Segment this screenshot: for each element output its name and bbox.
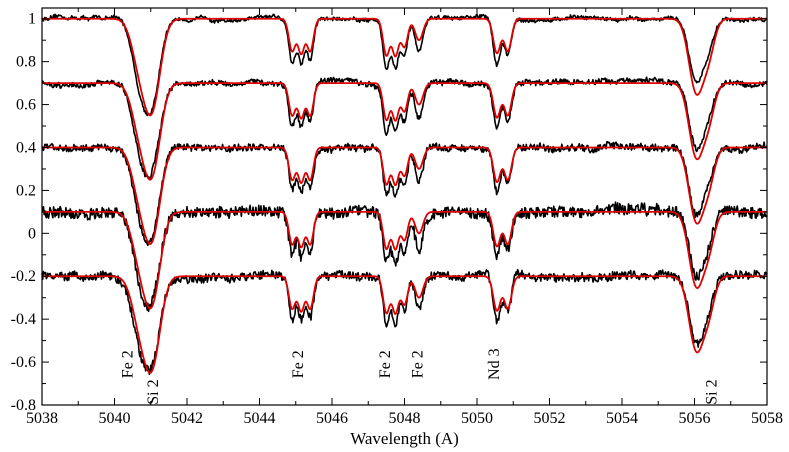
model-spectrum-5 bbox=[41, 275, 768, 374]
y-tick-label: 0.2 bbox=[16, 182, 36, 199]
observed-spectrum-4 bbox=[41, 201, 768, 313]
line-label: Fe 2 bbox=[290, 350, 307, 378]
annotation-layer: Fe 2 Si 2 Fe 2 Fe 2 Fe 2 Nd 3 Si 2 bbox=[120, 348, 721, 404]
x-tick-label: 5058 bbox=[751, 410, 783, 427]
x-tick-label: 5046 bbox=[316, 410, 348, 427]
y-axis: -0.8 -0.6 -0.4 -0.2 0 0.2 0.4 0.6 0.8 1 bbox=[11, 11, 767, 414]
model-spectrum-3 bbox=[41, 146, 768, 245]
y-tick-label: 0.8 bbox=[16, 54, 36, 71]
line-label: Si 2 bbox=[145, 379, 162, 404]
series-layer bbox=[41, 13, 768, 376]
model-spectrum-2 bbox=[41, 82, 768, 181]
y-tick-label: 0.4 bbox=[16, 139, 36, 156]
y-tick-label: 0 bbox=[28, 225, 36, 242]
y-tick-label: 0.6 bbox=[16, 97, 36, 114]
x-tick-label: 5044 bbox=[244, 410, 276, 427]
y-tick-label: -0.4 bbox=[11, 311, 36, 328]
line-label: Fe 2 bbox=[377, 350, 394, 378]
x-axis-title: Wavelength (A) bbox=[350, 429, 459, 448]
x-tick-label: 5056 bbox=[679, 410, 711, 427]
x-tick-label: 5040 bbox=[99, 410, 131, 427]
y-tick-label: -0.2 bbox=[11, 268, 36, 285]
x-tick-label: 5054 bbox=[606, 410, 638, 427]
x-axis: 5038 5040 5042 5044 5046 5048 5050 5052 5054 5056… bbox=[26, 8, 783, 427]
x-tick-label: 5042 bbox=[171, 410, 203, 427]
y-tick-label: -0.6 bbox=[11, 354, 36, 371]
model-spectrum-4 bbox=[41, 210, 768, 310]
x-tick-label: 5052 bbox=[534, 410, 566, 427]
x-tick-label: 5050 bbox=[461, 410, 493, 427]
model-spectrum-1 bbox=[41, 17, 768, 117]
line-label: Nd 3 bbox=[486, 348, 503, 380]
line-label: Fe 2 bbox=[410, 350, 427, 378]
line-label: Si 2 bbox=[703, 379, 720, 404]
x-tick-label: 5048 bbox=[389, 410, 421, 427]
line-label: Fe 2 bbox=[120, 350, 137, 378]
y-tick-label: 1 bbox=[28, 11, 36, 28]
y-tick-label: -0.8 bbox=[11, 397, 36, 414]
x-tick-label: 5038 bbox=[26, 410, 58, 427]
